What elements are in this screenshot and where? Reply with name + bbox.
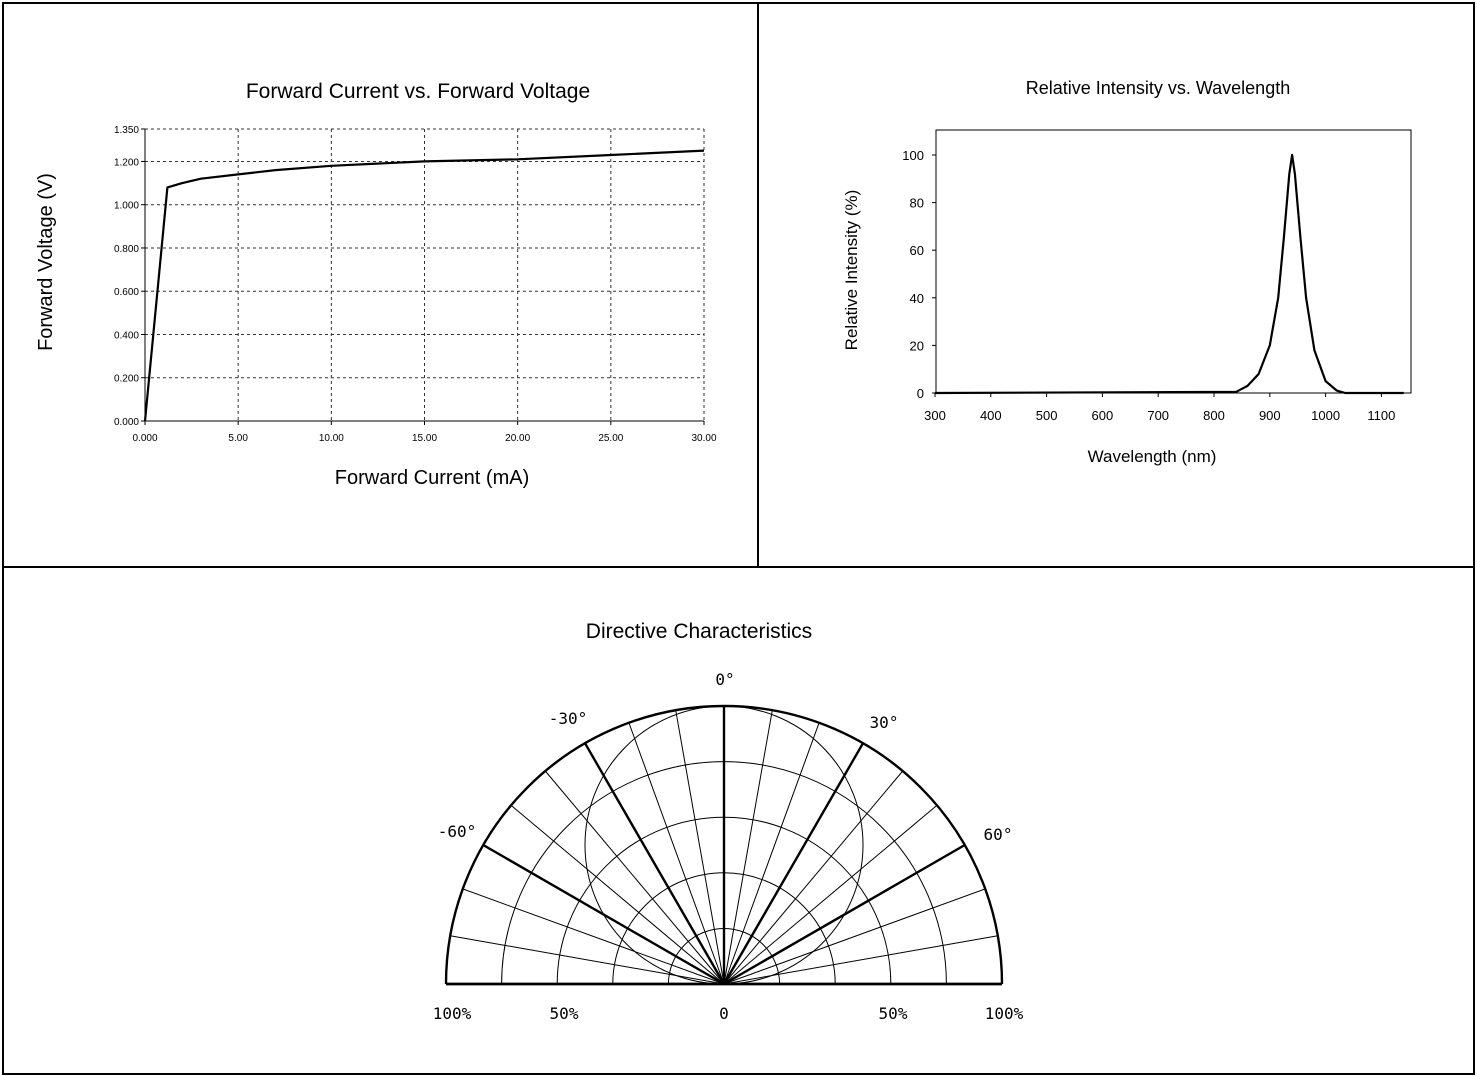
chart1-ytick-label-5: 1.000 [114,201,139,212]
chart2-ytick-label-1: 20 [910,338,924,353]
polar-radial-50 [723,804,938,985]
chart1-ticks: 0.000 5.00 10.00 15.00 20.00 25.00 30.00 0.000 0… [114,125,717,444]
polar-radial-m80 [450,935,725,985]
chart2-ytick-label-0: 0 [917,386,924,401]
angle-label-60: 60° [984,825,1013,844]
polar-radial-m30 [583,742,726,985]
polar-radial-30 [722,742,865,985]
chart3-title: Directive Characteristics [586,620,812,643]
chart2-xtick-label-7: 1000 [1311,408,1340,423]
polar-radial-70 [723,888,986,985]
chart1-ytick-label-7: 1.350 [114,125,139,136]
radial-label-right-100: 100% [985,1004,1024,1023]
chart2-ytick-label-5: 100 [902,148,924,163]
angle-label-0: 0° [715,670,734,689]
chart2-ticks: 300 400 500 600 700 800 900 1000 1100 0 20 40 60 80 10… [902,148,1395,423]
chart1-ylabel: Forward Voltage (V) [35,173,57,351]
chart2-xlabel: Wavelength (nm) [1088,447,1217,466]
chart2-xtick-label-4: 700 [1147,408,1169,423]
chart-directive: Directive Characteristics 0° -30° 30° -6… [433,620,1024,1023]
polar-radial-60 [723,843,966,986]
chart-forward-voltage: Forward Current vs. Forward Voltage Forw… [35,80,717,489]
radial-label-right-50: 50% [879,1004,908,1023]
chart1-grid [144,128,705,422]
chart1-xtick-label-4: 20.00 [505,433,530,444]
chart2-xtick-label-3: 600 [1092,408,1114,423]
chart1-ytick-label-4: 0.800 [114,244,139,255]
chart1-series-line [143,149,705,422]
chart2-ylabel: Relative Intensity (%) [842,190,861,351]
chart2-xtick-label-8: 1100 [1367,408,1395,423]
polar-radial-40 [723,770,904,985]
chart2-xtick-label-0: 300 [924,408,946,423]
radial-label-left-50: 50% [550,1004,579,1023]
polar-radial-m60 [482,843,725,986]
radial-label-left-100: 100% [433,1004,472,1023]
chart2-series [934,153,1404,395]
polar-radial-80 [723,935,998,985]
chart1-ytick-label-6: 1.200 [114,157,139,168]
chart1-xtick-label-6: 30.00 [691,433,716,444]
chart2-ytick-label-4: 80 [910,196,924,211]
polar-radial-m20 [628,722,725,985]
chart1-xtick-label-3: 15.00 [412,433,437,444]
chart3-polar-grid [444,704,1004,986]
chart2-xtick-label-6: 900 [1259,408,1281,423]
chart2-title: Relative Intensity vs. Wavelength [1026,78,1290,98]
polar-radial-m40 [544,770,725,985]
chart2-ytick-label-2: 40 [910,291,924,306]
angle-label-minus-60: -60° [438,822,477,841]
chart1-ytick-label-1: 0.200 [114,374,139,385]
chart1-ytick-label-0: 0.000 [114,417,139,428]
chart2-ytick-label-3: 60 [910,243,924,258]
chart1-title: Forward Current vs. Forward Voltage [246,80,590,103]
chart2-xtick-label-1: 400 [980,408,1002,423]
chart1-ytick-label-3: 0.600 [114,287,139,298]
chart1-xtick-label-2: 10.00 [319,433,344,444]
radial-label-center: 0 [719,1004,729,1023]
chart2-series-line [934,153,1404,395]
chart-relative-intensity: Relative Intensity vs. Wavelength Relati… [842,78,1412,466]
polar-radial-20 [723,722,820,985]
chart1-xtick-label-5: 25.00 [598,433,623,444]
chart1-xtick-label-0: 0.000 [132,433,157,444]
polar-radial-10 [723,710,773,985]
polar-radial-m10 [675,710,725,985]
chart1-ytick-label-2: 0.400 [114,330,139,341]
chart1-series [143,149,705,422]
angle-label-30: 30° [870,713,899,732]
chart2-xtick-label-2: 500 [1036,408,1058,423]
polar-radial-m70 [462,888,725,985]
polar-radial-m50 [510,804,725,985]
chart2-xtick-label-5: 800 [1203,408,1225,423]
angle-label-minus-30: -30° [549,709,588,728]
chart2-plot-frame [935,129,1412,394]
chart1-xtick-label-1: 5.00 [228,433,248,444]
chart1-xlabel: Forward Current (mA) [335,467,529,489]
